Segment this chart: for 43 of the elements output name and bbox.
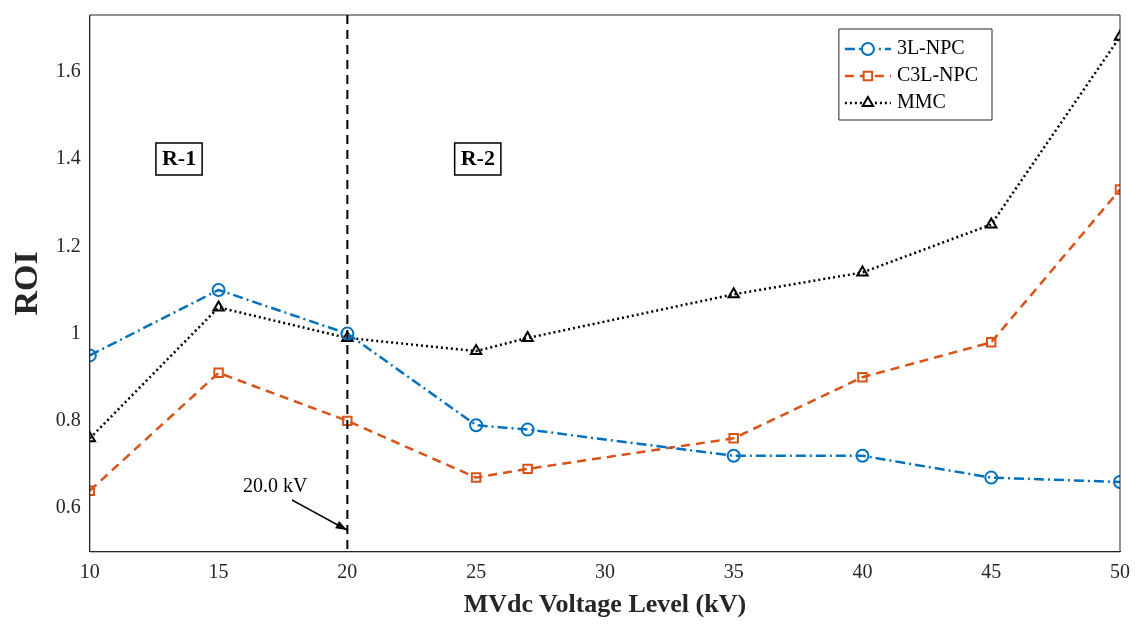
annotation: R-1 <box>161 144 197 170</box>
point <box>341 330 354 342</box>
point <box>469 418 484 433</box>
x-tick-label: 30 <box>594 560 615 583</box>
point <box>521 330 534 342</box>
point <box>469 344 483 356</box>
y-tick-label: 1.2 <box>55 233 81 256</box>
x-tick-label: 25 <box>466 560 487 583</box>
legend-label: C3L-NPC <box>896 63 978 86</box>
point <box>212 300 225 312</box>
y-tick-label: 0.6 <box>55 495 81 518</box>
point <box>727 287 740 299</box>
point <box>522 463 533 475</box>
point <box>342 415 353 427</box>
y-tick-label: 1.4 <box>55 146 81 169</box>
x-tick-label: 45 <box>981 560 1002 583</box>
point <box>728 433 739 444</box>
y-tick-label: 0.8 <box>55 408 81 431</box>
x-tick-label: 35 <box>723 560 744 583</box>
y-tick-label: 1 <box>70 320 81 343</box>
point <box>857 371 868 383</box>
x-tick-label: 50 <box>1110 560 1130 583</box>
point <box>984 470 999 485</box>
point <box>213 367 224 379</box>
point <box>470 472 482 483</box>
y-tick-label: 1.6 <box>55 58 81 81</box>
y-axis-title: ROI <box>7 251 45 316</box>
point <box>985 337 997 348</box>
x-tick-label: 10 <box>79 560 100 583</box>
legend-label: 3L-NPC <box>896 36 965 59</box>
annotation: R-2 <box>460 144 495 170</box>
x-tick-label: 15 <box>208 560 229 583</box>
annotation: 20.0 kV <box>242 473 308 496</box>
point <box>520 422 535 437</box>
point <box>985 217 998 229</box>
x-axis-title: MVdc Voltage Level (kV) <box>463 589 747 619</box>
point <box>726 448 741 463</box>
legend-label: MMC <box>896 90 946 113</box>
point <box>211 282 226 297</box>
point <box>856 265 869 277</box>
point <box>855 448 870 463</box>
x-tick-label: 40 <box>852 560 873 583</box>
x-tick-label: 20 <box>337 560 358 583</box>
